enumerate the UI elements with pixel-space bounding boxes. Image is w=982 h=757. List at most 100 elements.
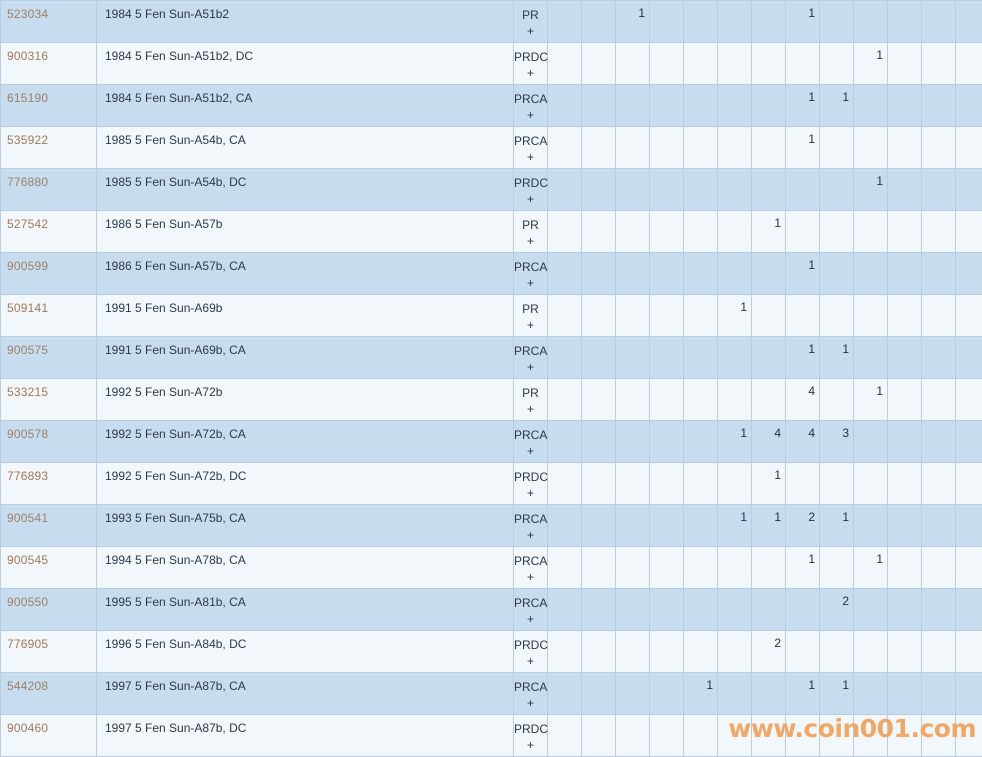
table-row[interactable]: 527542 1986 5 Fen Sun-A57b PR +1 1 [0, 210, 982, 253]
grade-count-value [922, 295, 955, 300]
grade-count-value [820, 379, 853, 384]
cert-id-link[interactable]: 900541 [7, 511, 49, 525]
cell-cert-id[interactable]: 776905 [0, 630, 97, 673]
grade-count-value [888, 43, 921, 48]
cell-cert-id[interactable]: 544208 [0, 672, 97, 715]
table-row[interactable]: 900460 1997 5 Fen Sun-A87b, DC PRDC +2 [0, 714, 982, 757]
grade-count-value [786, 631, 819, 636]
cell-cert-id[interactable]: 523034 [0, 0, 97, 43]
cert-id-link[interactable]: 615190 [7, 91, 49, 105]
cell-total: 1 [955, 294, 982, 337]
cert-id-link[interactable]: 900575 [7, 343, 49, 357]
table-row[interactable]: 900578 1992 5 Fen Sun-A72b, CA PRCA +1 4 4 3 12 [0, 420, 982, 463]
cell-cert-id[interactable]: 776893 [0, 462, 97, 505]
cell-grade-count [581, 126, 616, 169]
cell-grade: PRDC + [513, 714, 548, 757]
cell-grade-count [819, 168, 854, 211]
grade-count-value [752, 85, 785, 90]
cell-cert-id[interactable]: 533215 [0, 378, 97, 421]
grade-count-value [616, 127, 649, 132]
grade-code: PRCA [514, 512, 548, 526]
cell-grade-count [785, 630, 820, 673]
cell-cert-id[interactable]: 900545 [0, 546, 97, 589]
cert-id-link[interactable]: 527542 [7, 217, 49, 231]
grade-plus-symbol: + [526, 150, 534, 165]
cert-id-link[interactable]: 544208 [7, 679, 49, 693]
cell-description: 1992 5 Fen Sun-A72b [96, 378, 514, 421]
cert-id-link[interactable]: 900550 [7, 595, 49, 609]
cell-grade-count [581, 84, 616, 127]
cell-cert-id[interactable]: 900550 [0, 588, 97, 631]
cert-id-link[interactable]: 900599 [7, 259, 49, 273]
table-row[interactable]: 535922 1985 5 Fen Sun-A54b, CA PRCA +1 1 [0, 126, 982, 169]
cell-grade-count [547, 546, 582, 589]
grade-count-value [786, 211, 819, 216]
cell-description: 1986 5 Fen Sun-A57b [96, 210, 514, 253]
grade-count-value [548, 421, 581, 426]
grade-count-value [922, 85, 955, 90]
cell-grade: PRCA + [513, 336, 548, 379]
grade-count-value [684, 337, 717, 342]
table-row[interactable]: 900575 1991 5 Fen Sun-A69b, CA PRCA +1 1 2 [0, 336, 982, 379]
grade-plus-symbol: + [526, 66, 534, 81]
grade-count-value [548, 85, 581, 90]
grade-count-value: 1 [842, 90, 849, 104]
grade-count-value: 1 [808, 132, 815, 146]
grade-count-value [854, 85, 887, 90]
cell-cert-id[interactable]: 535922 [0, 126, 97, 169]
total-value: 1 [956, 211, 982, 230]
cert-id-link[interactable]: 533215 [7, 385, 49, 399]
grade-count-value: 4 [774, 426, 781, 440]
grade-count-value [650, 295, 683, 300]
grade-count-value [718, 337, 751, 342]
table-row[interactable]: 776893 1992 5 Fen Sun-A72b, DC PRDC +1 1 [0, 462, 982, 505]
cell-grade-count [887, 294, 922, 337]
table-row[interactable]: 544208 1997 5 Fen Sun-A87b, CA PRCA +1 1 1 3 [0, 672, 982, 715]
grade-count-value [616, 421, 649, 426]
table-row[interactable]: 509141 1991 5 Fen Sun-A69b PR +1 1 [0, 294, 982, 337]
cert-id-link[interactable]: 523034 [7, 7, 49, 21]
table-row[interactable]: 900541 1993 5 Fen Sun-A75b, CA PRCA +1 1 2 1 5 [0, 504, 982, 547]
cert-id-link[interactable]: 535922 [7, 133, 49, 147]
cert-id-link[interactable]: 509141 [7, 301, 49, 315]
cell-cert-id[interactable]: 509141 [0, 294, 97, 337]
table-row[interactable]: 900599 1986 5 Fen Sun-A57b, CA PRCA +1 1 [0, 252, 982, 295]
cell-grade-count [615, 252, 650, 295]
cell-total: 1 [955, 42, 982, 85]
table-row[interactable]: 523034 1984 5 Fen Sun-A51b2 PR +1 1 2 [0, 0, 982, 43]
table-row[interactable]: 776880 1985 5 Fen Sun-A54b, DC PRDC +1 1 [0, 168, 982, 211]
cert-id-link[interactable]: 900578 [7, 427, 49, 441]
cell-grade-count [921, 168, 956, 211]
cert-id-link[interactable]: 900545 [7, 553, 49, 567]
cert-id-link[interactable]: 776880 [7, 175, 49, 189]
grade-count-value [922, 673, 955, 678]
table-row[interactable]: 533215 1992 5 Fen Sun-A72b PR +4 1 5 [0, 378, 982, 421]
grade-count-value [650, 85, 683, 90]
cert-id-link[interactable]: 776893 [7, 469, 49, 483]
cell-cert-id[interactable]: 527542 [0, 210, 97, 253]
grade-count-value [616, 253, 649, 258]
table-row[interactable]: 900550 1995 5 Fen Sun-A81b, CA PRCA +2 2 [0, 588, 982, 631]
cert-id-link[interactable]: 776905 [7, 637, 49, 651]
grade-count-value [684, 505, 717, 510]
grade-designation: PRCA + [514, 421, 547, 460]
cert-id-link[interactable]: 900460 [7, 721, 49, 735]
cell-cert-id[interactable]: 900578 [0, 420, 97, 463]
grade-count-value [854, 589, 887, 594]
cell-cert-id[interactable]: 900599 [0, 252, 97, 295]
cert-id-link[interactable]: 900316 [7, 49, 49, 63]
table-row[interactable]: 776905 1996 5 Fen Sun-A84b, DC PRDC +2 2 [0, 630, 982, 673]
total-value: 2 [956, 547, 982, 566]
cell-cert-id[interactable]: 900541 [0, 504, 97, 547]
cell-cert-id[interactable]: 900460 [0, 714, 97, 757]
grade-count-value [718, 253, 751, 258]
cell-grade-count [547, 84, 582, 127]
cell-cert-id[interactable]: 615190 [0, 84, 97, 127]
cell-cert-id[interactable]: 900575 [0, 336, 97, 379]
cell-cert-id[interactable]: 900316 [0, 42, 97, 85]
table-row[interactable]: 900316 1984 5 Fen Sun-A51b2, DC PRDC +1 1 [0, 42, 982, 85]
cell-cert-id[interactable]: 776880 [0, 168, 97, 211]
cell-grade-count [853, 126, 888, 169]
table-row[interactable]: 900545 1994 5 Fen Sun-A78b, CA PRCA +1 1 2 [0, 546, 982, 589]
table-row[interactable]: 615190 1984 5 Fen Sun-A51b2, CA PRCA +1 1 2 [0, 84, 982, 127]
